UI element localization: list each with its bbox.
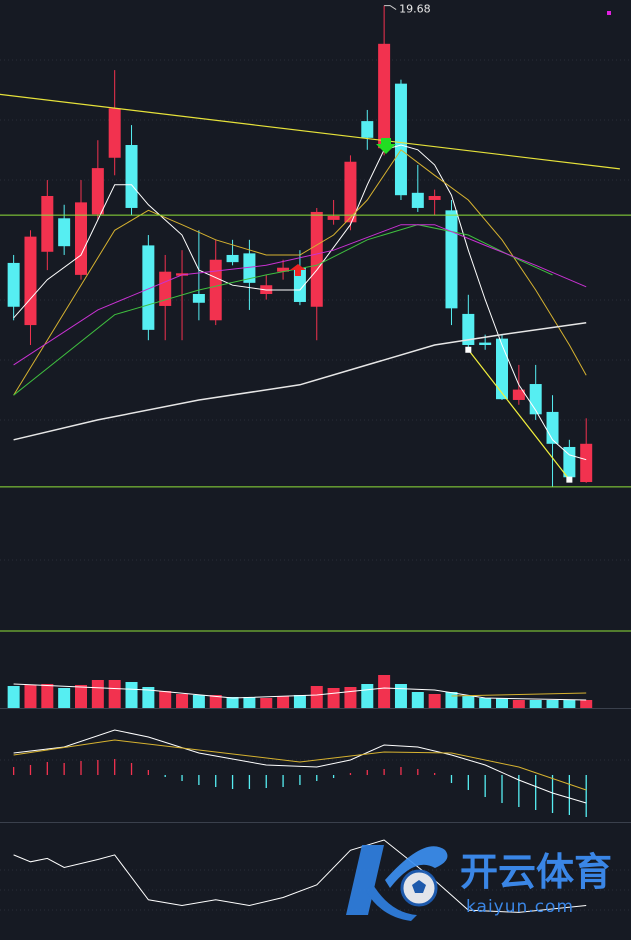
volume-bar <box>462 696 475 708</box>
candle-body <box>24 236 37 326</box>
volume-bar <box>243 697 256 708</box>
logo-k-leg <box>366 883 417 921</box>
volume-bar <box>108 680 121 708</box>
candle-body <box>411 192 424 208</box>
volume-bar <box>428 694 441 708</box>
volume-bar <box>142 687 155 708</box>
watermark-site: kaiyun.com <box>466 897 574 917</box>
volume-bar <box>411 692 424 708</box>
volume-bar <box>344 687 357 708</box>
candle-body <box>462 313 475 345</box>
volume-bar <box>176 694 189 708</box>
candle-body <box>344 161 357 223</box>
candle-body <box>546 411 559 444</box>
volume-bar <box>327 688 340 708</box>
indicator-line <box>13 149 587 396</box>
trend-line <box>0 93 620 170</box>
indicator-line <box>13 321 587 441</box>
candle-body <box>277 267 290 272</box>
indicator-line <box>13 729 587 804</box>
candle-body <box>327 215 340 220</box>
candle-body <box>108 108 121 158</box>
candle-body <box>192 294 205 303</box>
candle-body <box>580 443 593 483</box>
volume-bar <box>496 698 509 708</box>
indicator-dot <box>607 11 611 15</box>
candle-body <box>394 83 407 196</box>
volume-bar <box>479 698 492 708</box>
candle-body <box>496 338 509 400</box>
volume-bar <box>277 696 290 708</box>
logo-k-arm <box>385 846 448 888</box>
volume-bar <box>226 697 239 708</box>
volume-bar <box>580 700 593 708</box>
volume-bar <box>512 700 525 708</box>
volume-bar <box>394 684 407 708</box>
candle-body <box>142 245 155 330</box>
candle-body <box>293 267 306 302</box>
volume-bar <box>75 685 88 708</box>
candle-body <box>310 211 323 307</box>
candle-body <box>226 254 239 263</box>
candle-body <box>125 145 138 208</box>
candle-body <box>445 210 458 309</box>
volume-bar <box>209 695 222 708</box>
volume-bar <box>58 688 71 708</box>
volume-bar <box>378 675 391 708</box>
volume-bar <box>7 686 20 708</box>
candle-body <box>209 259 222 321</box>
watermark-logo <box>346 845 448 921</box>
candle-body <box>41 196 54 252</box>
candle-body <box>7 262 20 307</box>
volume-bar <box>310 686 323 708</box>
volume-bar <box>260 698 273 708</box>
candle-body <box>75 202 88 275</box>
volume-bar <box>159 691 172 708</box>
volume-bar <box>563 700 576 708</box>
candle-body <box>529 384 542 415</box>
plot-area: 19.68 <box>0 3 631 913</box>
volume-bar <box>361 684 374 708</box>
trend-line <box>467 349 570 480</box>
volume-bar <box>91 680 104 708</box>
indicator-line <box>13 839 587 913</box>
candle-body <box>512 389 525 400</box>
peak-leader <box>384 5 397 10</box>
trend-endpoint <box>465 346 472 353</box>
buy-arrow <box>290 264 306 276</box>
candle-body <box>91 168 104 215</box>
candle-body <box>428 196 441 200</box>
watermark-brand: 开云体育 <box>460 850 612 894</box>
candle-body <box>378 43 391 149</box>
indicator-line <box>13 224 553 396</box>
volume-bar <box>546 700 559 708</box>
indicator-line <box>13 224 587 366</box>
peak-label: 19.68 <box>399 3 431 16</box>
volume-bar <box>293 695 306 708</box>
sell-arrow <box>376 138 396 154</box>
candle-body <box>563 446 576 478</box>
indicator-line <box>451 692 587 697</box>
logo-k-stem <box>346 845 384 915</box>
volume-bar <box>192 695 205 708</box>
trend-endpoint <box>566 476 573 483</box>
candle-body <box>479 342 492 345</box>
volume-bar <box>445 692 458 708</box>
volume-bar <box>529 700 542 708</box>
candle-body <box>58 218 71 247</box>
volume-bar <box>24 685 37 708</box>
indicator-line <box>13 144 587 461</box>
indicator-line <box>13 739 587 791</box>
candle-body <box>361 121 374 138</box>
logo-ball-patch <box>412 880 426 893</box>
candle-body <box>243 253 256 283</box>
indicator-line <box>13 683 587 701</box>
volume-bar <box>125 682 138 708</box>
volume-bar <box>41 684 54 708</box>
